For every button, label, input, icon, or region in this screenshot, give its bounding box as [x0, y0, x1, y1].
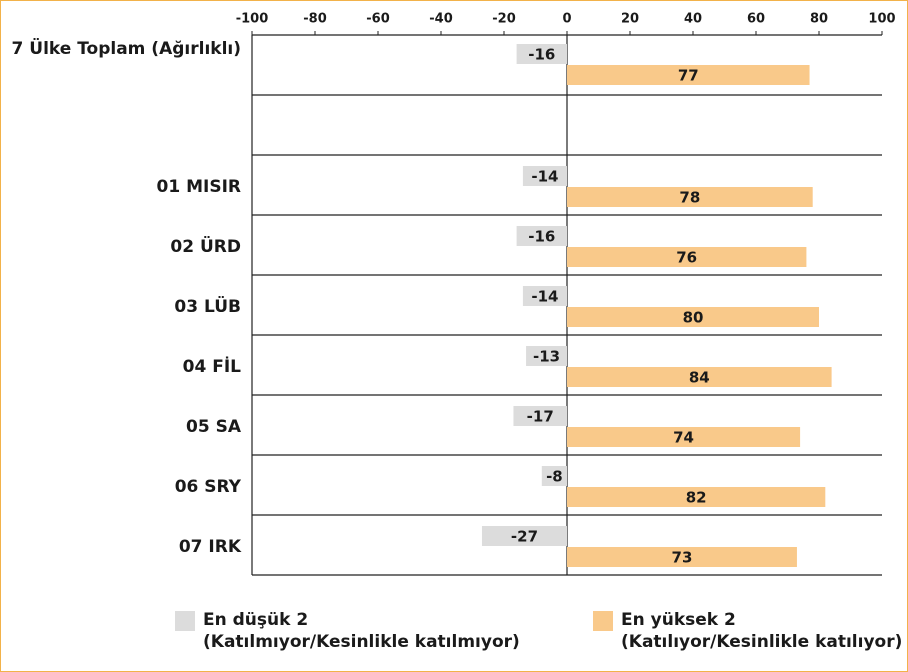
- bar: [567, 307, 819, 327]
- legend-label: En yüksek 2 (Katılıyor/Kesinlikle katılı…: [621, 610, 903, 652]
- x-tick-label: 40: [684, 12, 702, 27]
- bar: [567, 487, 826, 507]
- data-label: 78: [679, 189, 700, 207]
- data-label: -14: [531, 168, 558, 186]
- data-label: 73: [672, 549, 693, 567]
- bar: [516, 44, 567, 64]
- chart: -100 -80 -60 -40 -20 0 20 40 60 80 100 7 Ülke Topla…: [12, 12, 896, 576]
- bar: [567, 247, 807, 267]
- data-label: -16: [528, 46, 555, 64]
- x-tick-label: 100: [868, 12, 895, 27]
- data-label: -17: [527, 408, 554, 426]
- bar: [513, 406, 567, 426]
- data-label: 77: [678, 67, 699, 85]
- category-label: 04 FİL: [183, 355, 242, 377]
- category-label: 03 LÜB: [174, 295, 241, 317]
- data-label: 76: [676, 249, 697, 267]
- bar: [567, 187, 813, 207]
- x-tick-label: -40: [429, 12, 453, 27]
- category-label: 07 IRK: [179, 537, 242, 557]
- data-label: 82: [686, 489, 707, 507]
- category-label: 01 MISIR: [157, 177, 241, 197]
- bar: [567, 547, 797, 567]
- data-label: 74: [673, 429, 694, 447]
- bar: [567, 427, 801, 447]
- x-tick-label: -100: [236, 12, 269, 27]
- bar: [541, 466, 567, 486]
- legend-item: En yüksek 2 (Katılıyor/Kesinlikle katılı…: [593, 609, 902, 653]
- x-tick-label: -20: [492, 12, 516, 27]
- x-tick-label: 0: [562, 12, 571, 27]
- x-tick-label: -60: [366, 12, 390, 27]
- bar: [516, 226, 567, 246]
- x-tick-label: 20: [621, 12, 639, 27]
- bar: [522, 166, 567, 186]
- data-label: -27: [511, 528, 538, 546]
- category-label: 7 Ülke Toplam (Ağırlıklı): [12, 37, 241, 59]
- x-tick-label: 60: [747, 12, 765, 27]
- category-label: 06 SRY: [175, 477, 242, 497]
- legend-swatch: [593, 611, 613, 631]
- bar: [522, 286, 567, 306]
- bar: [481, 526, 567, 546]
- bar: [526, 346, 567, 366]
- data-label: -16: [528, 228, 555, 246]
- category-label: 05 SA: [186, 417, 242, 437]
- data-label: -14: [531, 288, 558, 306]
- legend-label: En düşük 2 (Katılmıyor/Kesinlikle katılm…: [203, 610, 520, 652]
- legend-item: En düşük 2 (Katılmıyor/Kesinlikle katılm…: [175, 609, 520, 653]
- x-tick-label: -80: [303, 12, 327, 27]
- data-label: 80: [683, 309, 704, 327]
- category-label: 02 ÜRD: [170, 235, 241, 257]
- data-label: 84: [689, 369, 710, 387]
- bar: [567, 367, 832, 387]
- x-tick-label: 80: [810, 12, 828, 27]
- data-label: -13: [533, 348, 560, 366]
- legend-swatch: [175, 611, 195, 631]
- data-label: -8: [546, 468, 563, 486]
- bar: [567, 65, 810, 85]
